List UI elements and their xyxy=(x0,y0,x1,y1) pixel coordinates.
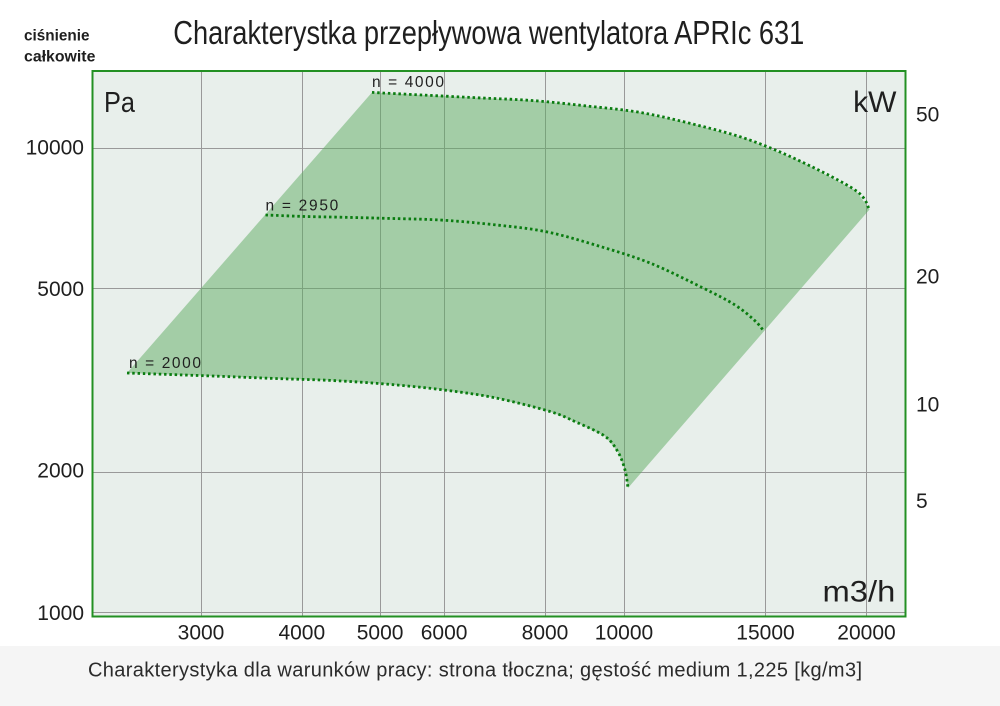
svg-text:5: 5 xyxy=(916,490,928,513)
svg-text:2000: 2000 xyxy=(37,460,84,483)
svg-text:ciśnienie: ciśnienie xyxy=(24,27,90,44)
svg-text:Charakterystka przepływowa wen: Charakterystka przepływowa wentylatora A… xyxy=(173,14,804,51)
svg-text:Charakterystyka dla warunków p: Charakterystyka dla warunków pracy: stro… xyxy=(88,660,862,682)
svg-text:Pa: Pa xyxy=(104,87,136,119)
svg-text:10000: 10000 xyxy=(595,622,653,645)
svg-text:10: 10 xyxy=(916,393,939,416)
svg-text:całkowite: całkowite xyxy=(24,48,96,65)
svg-text:kW: kW xyxy=(853,86,897,119)
svg-text:15000: 15000 xyxy=(736,622,794,645)
svg-text:n = 2000: n = 2000 xyxy=(129,355,201,372)
svg-text:5000: 5000 xyxy=(357,622,404,645)
svg-text:m3/h: m3/h xyxy=(823,576,896,609)
svg-text:20000: 20000 xyxy=(837,622,895,645)
svg-text:20: 20 xyxy=(916,266,939,289)
svg-text:n = 4000: n = 4000 xyxy=(372,74,444,91)
svg-text:4000: 4000 xyxy=(278,622,325,645)
svg-text:5000: 5000 xyxy=(37,278,84,301)
svg-text:8000: 8000 xyxy=(522,622,569,645)
svg-text:3000: 3000 xyxy=(178,622,225,645)
svg-text:1000: 1000 xyxy=(37,602,84,625)
svg-text:50: 50 xyxy=(916,104,939,127)
svg-text:10000: 10000 xyxy=(26,136,84,159)
svg-text:6000: 6000 xyxy=(421,622,468,645)
svg-text:n = 2950: n = 2950 xyxy=(266,198,339,215)
